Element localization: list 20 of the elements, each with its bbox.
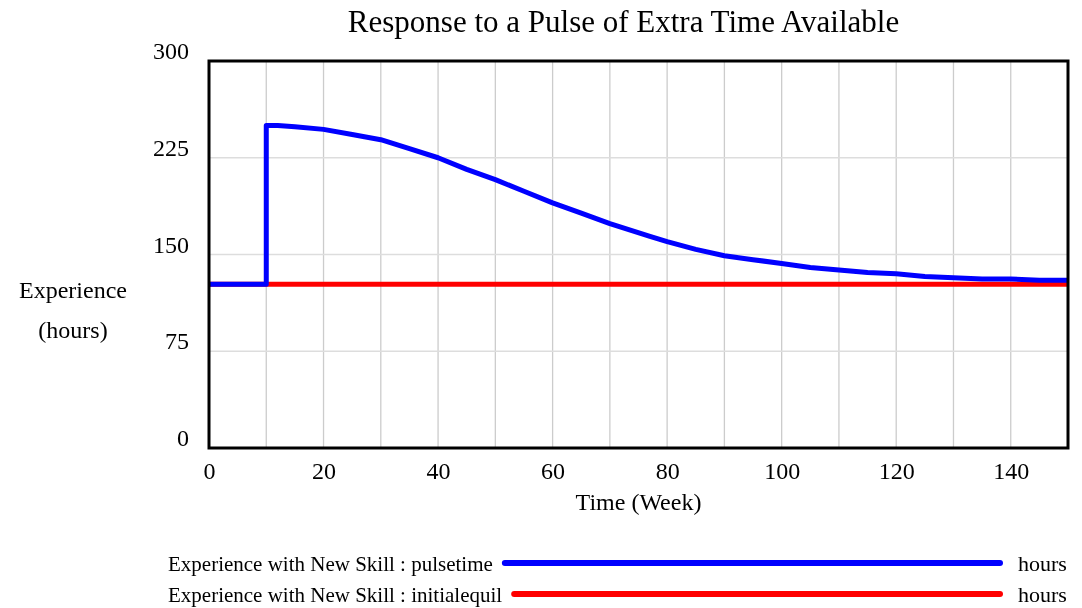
legend-label: Experience with New Skill : initialequil xyxy=(168,583,503,607)
chart-title: Response to a Pulse of Extra Time Available xyxy=(347,4,900,39)
x-tick-label: 20 xyxy=(312,458,337,485)
x-tick-label: 120 xyxy=(878,458,915,485)
x-tick-label: 60 xyxy=(541,458,566,485)
x-axis-title: Time (Week) xyxy=(575,489,702,515)
y-tick-label: 0 xyxy=(177,425,189,452)
x-tick-label: 100 xyxy=(764,458,801,485)
x-tick-label: 0 xyxy=(203,458,216,485)
x-tick-label: 140 xyxy=(993,458,1030,485)
x-tick-label: 80 xyxy=(655,458,680,485)
text: hours xyxy=(1018,582,1067,607)
y-tick-label: 150 xyxy=(153,231,189,258)
x-tick-label: 40 xyxy=(426,458,451,485)
text: hours xyxy=(1018,551,1067,576)
legend-label: Experience with New Skill : pulsetime xyxy=(168,552,493,576)
y-axis-title: Experience (hours) xyxy=(19,277,127,343)
y-tick-label: 225 xyxy=(153,134,189,161)
y-tick-label: 75 xyxy=(165,328,189,355)
y-tick-label: 300 xyxy=(153,38,189,65)
